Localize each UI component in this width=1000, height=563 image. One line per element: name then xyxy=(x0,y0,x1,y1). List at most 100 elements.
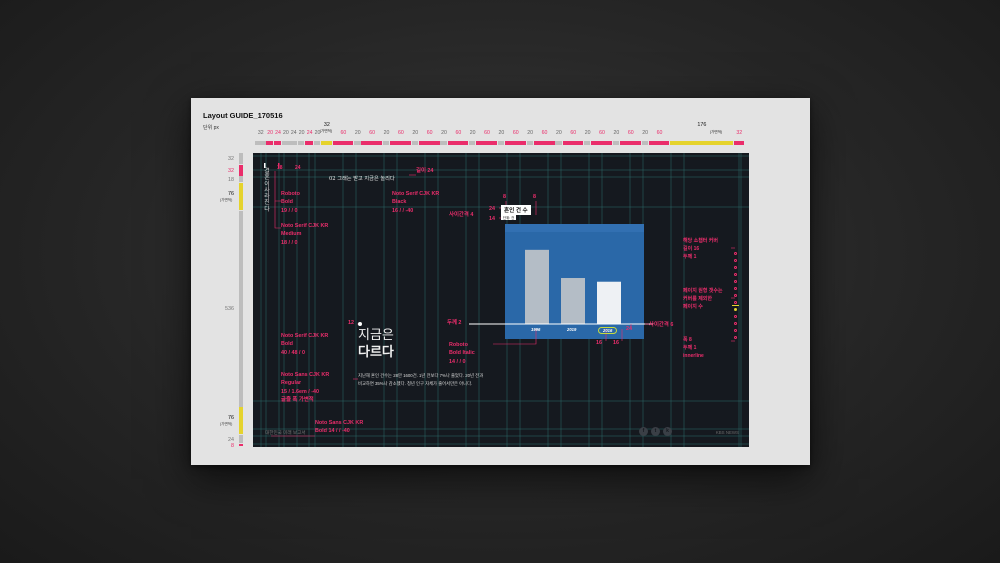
spec-line: Medium xyxy=(281,231,302,238)
ruler-label: 32 xyxy=(228,155,234,162)
ruler-label: 24 xyxy=(228,436,234,443)
ruler-segment xyxy=(555,141,562,145)
body-text: 지난해 혼인 건수는 28만 1600건. 1년 전보다 7%나 줄었다. 20… xyxy=(358,373,484,386)
ruler-segment xyxy=(476,141,498,145)
ruler-label: 8 xyxy=(231,442,234,449)
ruler-label: 20 xyxy=(412,130,419,136)
ruler-segment xyxy=(239,176,243,183)
chart-unit: 단위: 건 xyxy=(501,215,517,220)
page-dot[interactable] xyxy=(734,252,737,255)
ruler-segment xyxy=(469,141,476,145)
spec-line: Noto Serif CJK KR xyxy=(392,191,440,197)
spec-line: 18 / / 0 xyxy=(281,239,298,246)
twitter-icon[interactable]: t xyxy=(651,427,660,436)
ruler-segment xyxy=(239,183,243,211)
ruler-segment xyxy=(255,141,266,145)
page-cover-bar xyxy=(732,305,739,306)
spec-roboto-bold: Roboto Bold 19 / / 0 xyxy=(281,190,300,215)
ruler-label: 20 xyxy=(267,130,273,136)
chart-tick-label: 2016 xyxy=(598,327,618,334)
chart-bar xyxy=(561,278,585,324)
spec-line: Noto Serif CJK KR xyxy=(281,223,329,229)
dim-24: 24 xyxy=(489,206,495,212)
ruler-segment xyxy=(332,141,354,145)
page-dot[interactable] xyxy=(734,266,737,269)
spec-line: Noto Serif CJK KR xyxy=(281,333,329,339)
ruler-segment xyxy=(354,141,361,145)
ruler-label: 32 xyxy=(323,122,330,128)
headline-line: 지금은 xyxy=(358,328,394,343)
guide-title: Layout GUIDE_170516 xyxy=(203,111,283,120)
spec-sans-bold: Noto Sans CJK KR Bold 14 / / -40 xyxy=(315,419,363,436)
ruler-segment xyxy=(289,141,298,145)
ruler-segment xyxy=(733,141,745,145)
gap-4-annotation: 사이간격 4 xyxy=(449,212,474,218)
ruler-label: 60 xyxy=(426,130,433,136)
ruler-label: 60 xyxy=(570,130,577,136)
ruler-label: 60 xyxy=(656,130,663,136)
ruler-label: 32 xyxy=(228,167,234,174)
page-dot[interactable] xyxy=(734,322,737,325)
page-dot[interactable] xyxy=(734,273,737,276)
page-dot[interactable] xyxy=(734,294,737,297)
kakao-icon[interactable]: k xyxy=(663,427,672,436)
ruler-segment xyxy=(305,141,314,145)
thickness-annotation: 두께 2 xyxy=(447,320,462,326)
ruler-label: 76 xyxy=(228,190,234,197)
page-dot[interactable] xyxy=(734,301,737,304)
ruler-segment xyxy=(670,141,733,145)
footer-title: 대한민국 미래 보고서 xyxy=(265,430,306,435)
ruler-label: 60 xyxy=(512,130,519,136)
ruler-segment xyxy=(440,141,447,145)
spec-roboto-bold-italic: Roboto Bold Italic 14 / / 0 xyxy=(449,341,475,366)
spec-line: 페이지 수 xyxy=(683,303,703,310)
page-dot[interactable] xyxy=(734,315,737,318)
ruler-segment xyxy=(239,153,243,164)
layout-canvas: 결혼이사라진다 18 24 02 그래는 받고 지금은 놀리다 길이 24 Ro… xyxy=(253,153,749,447)
ruler-segment xyxy=(591,141,612,145)
spec-line: Black xyxy=(392,199,407,206)
dim-8-left: 8 xyxy=(503,194,506,200)
ruler-label: 18 xyxy=(228,176,234,183)
ruler-label: 20 xyxy=(469,130,476,136)
ruler-label: 76 xyxy=(228,415,234,422)
ruler-label: 60 xyxy=(455,130,462,136)
facebook-icon[interactable]: f xyxy=(639,427,648,436)
annotation-leader xyxy=(274,201,281,229)
ruler-label: 60 xyxy=(369,130,375,136)
page-dot[interactable] xyxy=(734,308,737,311)
ruler-segment xyxy=(239,164,243,176)
page-dot[interactable] xyxy=(734,287,737,290)
layout-guide-sheet: Layout GUIDE_170516 단위 px 32 20 24 20 24 20 24… xyxy=(191,98,810,465)
ruler-segment xyxy=(282,141,289,145)
ruler-label: 20 xyxy=(527,130,534,136)
ruler-segment xyxy=(526,141,533,145)
ruler-segment xyxy=(505,141,526,145)
spec-line: 19 / / 0 xyxy=(281,207,298,214)
height-annotation: 길이 24 xyxy=(416,168,434,174)
page-dot[interactable] xyxy=(734,336,737,339)
ruler-label: 24 xyxy=(275,130,281,136)
page-dot[interactable] xyxy=(734,259,737,262)
spec-line: 40 / 48 / 0 xyxy=(281,349,305,356)
spec-serif-bold: Noto Serif CJK KR Bold 40 / 48 / 0 xyxy=(281,332,328,357)
pager-note-cover: 해당 소챕터 커버 길이 16 두께 1 xyxy=(683,238,718,261)
spec-line: Roboto xyxy=(449,342,468,348)
spec-line: 두께 1 xyxy=(683,253,697,260)
page-dot[interactable] xyxy=(734,280,737,283)
ruler-segment xyxy=(612,141,620,145)
chart-bar xyxy=(525,249,549,324)
ruler-label: 20 xyxy=(613,130,620,136)
chapter-mark xyxy=(264,163,266,168)
ruler-label: 60 xyxy=(340,130,347,136)
spec-line: Bold xyxy=(281,341,293,348)
guide-unit: 단위 px xyxy=(203,125,219,131)
page-dot[interactable] xyxy=(734,329,737,332)
ruler-sublabel: (가변적) xyxy=(220,197,233,202)
ruler-segment xyxy=(619,141,641,145)
ruler-label: 60 xyxy=(397,130,404,136)
ruler-label: 20 xyxy=(298,130,305,136)
spec-line: Roboto xyxy=(281,191,300,197)
spec-line: 두께 1 xyxy=(683,344,697,351)
icon-glyph: t xyxy=(654,428,657,434)
